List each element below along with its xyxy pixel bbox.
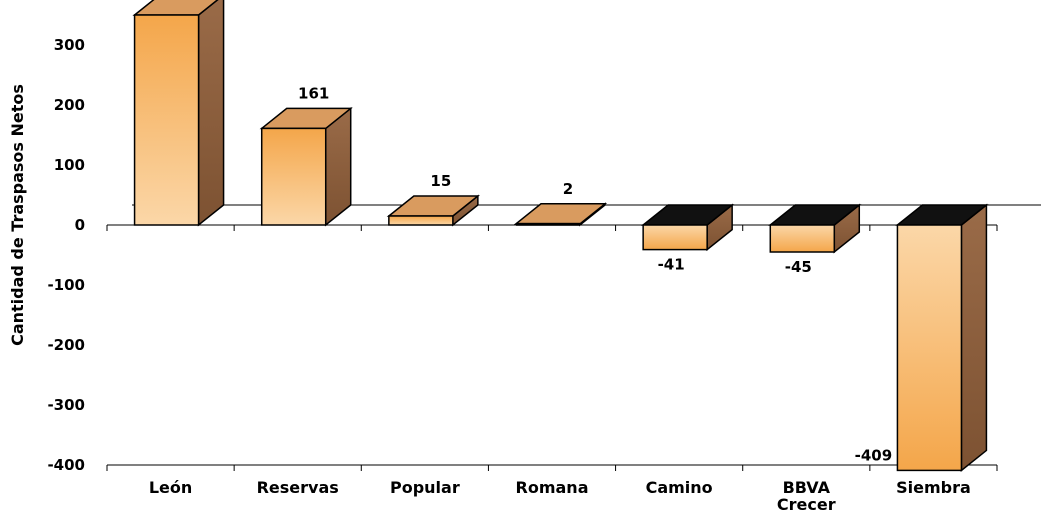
bars bbox=[132, 0, 989, 472]
bar bbox=[895, 203, 989, 472]
data-label: 15 bbox=[430, 172, 451, 190]
x-category-label-line: Crecer bbox=[777, 495, 836, 514]
bar bbox=[641, 203, 735, 252]
x-category-label-line: BBVA bbox=[783, 478, 831, 497]
data-label: 161 bbox=[298, 84, 329, 102]
bar-front-face bbox=[388, 215, 454, 226]
bar bbox=[513, 202, 608, 227]
y-tick-label: 0 bbox=[75, 216, 85, 234]
bar bbox=[259, 106, 353, 227]
axes bbox=[106, 224, 998, 471]
x-category-label: León bbox=[149, 478, 192, 497]
y-tick-label: -400 bbox=[47, 456, 85, 474]
bar-front-face bbox=[133, 14, 200, 226]
x-category-label-line: León bbox=[149, 478, 192, 497]
x-category-label: Reservas bbox=[257, 478, 339, 497]
bar-front-face bbox=[260, 127, 327, 226]
bar-top-face bbox=[513, 203, 608, 225]
y-tick-label: 200 bbox=[54, 96, 85, 114]
bar bbox=[386, 194, 480, 227]
bar bbox=[768, 203, 862, 254]
y-tick-label: 100 bbox=[54, 156, 85, 174]
y-tick-label: 300 bbox=[54, 36, 85, 54]
bar-front-face bbox=[769, 224, 836, 253]
x-category-label-line: Camino bbox=[646, 478, 713, 497]
x-category-label: Romana bbox=[516, 478, 589, 497]
x-category-label: Siembra bbox=[896, 478, 971, 497]
bar-side-face bbox=[960, 203, 988, 472]
x-category-label-line: Romana bbox=[516, 478, 589, 497]
data-label: -45 bbox=[785, 258, 812, 276]
x-category-label-line: Siembra bbox=[896, 478, 971, 497]
bar-front-face bbox=[896, 224, 963, 472]
y-axis-title: Cantidad de Traspasos Netos bbox=[8, 84, 27, 346]
bar-front-face bbox=[516, 222, 580, 226]
y-tick-label: -200 bbox=[47, 336, 85, 354]
data-label: -409 bbox=[855, 446, 893, 464]
x-category-label: BBVA Crecer bbox=[777, 478, 836, 514]
labels: 300 200 100 0 -100 -200 -300 -400 León 161 Reserva… bbox=[47, 36, 970, 514]
x-category-label: Camino bbox=[646, 478, 713, 497]
y-tick-label: -100 bbox=[47, 276, 85, 294]
x-category-label-line: Popular bbox=[390, 478, 460, 497]
bar-front-face bbox=[642, 224, 708, 251]
data-label: 2 bbox=[563, 180, 573, 198]
data-label: -41 bbox=[658, 256, 685, 274]
bar bbox=[132, 0, 225, 227]
bar-side-face bbox=[197, 0, 225, 227]
y-tick-label: -300 bbox=[47, 396, 85, 414]
x-category-label: Popular bbox=[390, 478, 460, 497]
x-category-label-line: Reservas bbox=[257, 478, 339, 497]
